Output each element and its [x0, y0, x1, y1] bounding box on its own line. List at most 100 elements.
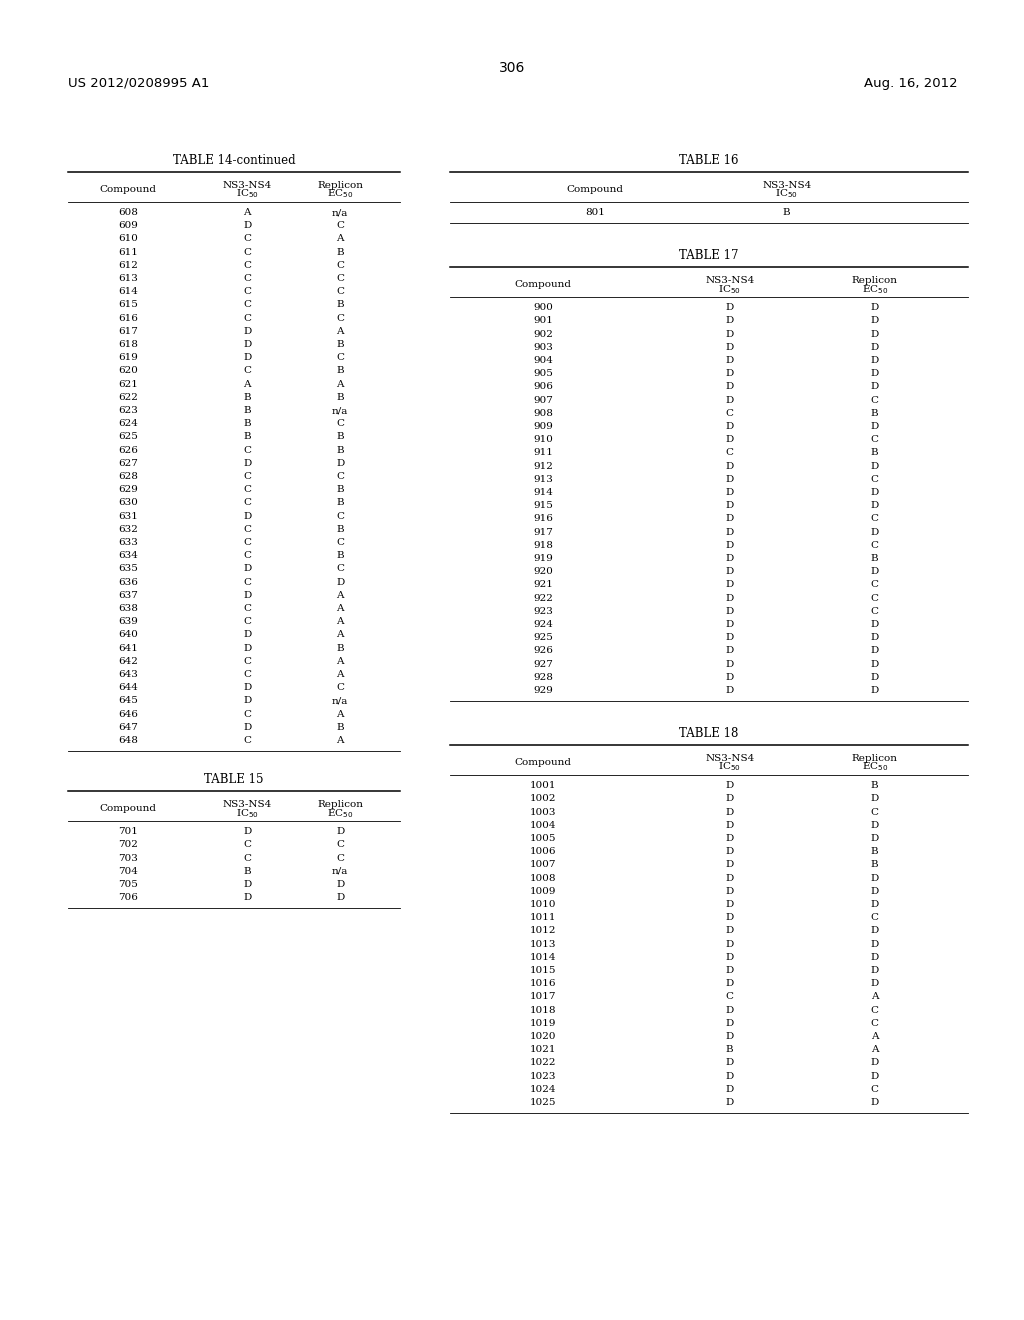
Text: C: C: [244, 275, 251, 282]
Text: D: D: [870, 370, 879, 378]
Text: D: D: [726, 502, 734, 510]
Text: 608: 608: [118, 209, 137, 216]
Text: 923: 923: [534, 607, 553, 616]
Text: D: D: [243, 828, 252, 836]
Text: 918: 918: [534, 541, 553, 549]
Text: Compound: Compound: [99, 804, 157, 813]
Text: D: D: [870, 462, 879, 470]
Text: n/a: n/a: [332, 407, 348, 414]
Text: C: C: [336, 473, 344, 480]
Text: B: B: [244, 433, 251, 441]
Text: D: D: [243, 880, 252, 888]
Text: TABLE 14-continued: TABLE 14-continued: [173, 153, 295, 166]
Text: C: C: [244, 605, 251, 612]
Text: 1018: 1018: [530, 1006, 556, 1015]
Text: 625: 625: [118, 433, 137, 441]
Text: D: D: [726, 1098, 734, 1107]
Text: D: D: [726, 515, 734, 523]
Text: NS3-NS4: NS3-NS4: [706, 754, 755, 763]
Text: C: C: [244, 301, 251, 309]
Text: D: D: [726, 330, 734, 338]
Text: D: D: [726, 673, 734, 682]
Text: C: C: [244, 618, 251, 626]
Text: C: C: [870, 475, 879, 483]
Text: 1021: 1021: [530, 1045, 556, 1055]
Text: 1009: 1009: [530, 887, 556, 896]
Text: C: C: [870, 1085, 879, 1094]
Text: IC$_{50}$: IC$_{50}$: [775, 187, 798, 201]
Text: B: B: [871, 554, 879, 562]
Text: C: C: [244, 657, 251, 665]
Text: 920: 920: [534, 568, 553, 576]
Text: 1010: 1010: [530, 900, 556, 909]
Text: D: D: [336, 578, 344, 586]
Text: A: A: [337, 710, 344, 718]
Text: 704: 704: [118, 867, 137, 875]
Text: 626: 626: [118, 446, 137, 454]
Text: 629: 629: [118, 486, 137, 494]
Text: B: B: [871, 449, 879, 457]
Text: 1003: 1003: [530, 808, 556, 817]
Text: 1023: 1023: [530, 1072, 556, 1081]
Text: 635: 635: [118, 565, 137, 573]
Text: 645: 645: [118, 697, 137, 705]
Text: 631: 631: [118, 512, 137, 520]
Text: D: D: [870, 620, 879, 630]
Text: A: A: [337, 605, 344, 612]
Text: 925: 925: [534, 634, 553, 643]
Text: D: D: [726, 821, 734, 830]
Text: 1011: 1011: [530, 913, 556, 923]
Text: B: B: [337, 486, 344, 494]
Text: D: D: [870, 304, 879, 313]
Text: D: D: [726, 940, 734, 949]
Text: 633: 633: [118, 539, 137, 546]
Text: n/a: n/a: [332, 209, 348, 216]
Text: B: B: [871, 847, 879, 857]
Text: D: D: [870, 528, 879, 536]
Text: 617: 617: [118, 327, 137, 335]
Text: D: D: [726, 370, 734, 378]
Text: B: B: [871, 861, 879, 870]
Text: 911: 911: [534, 449, 553, 457]
Text: 917: 917: [534, 528, 553, 536]
Text: B: B: [244, 867, 251, 875]
Text: C: C: [244, 578, 251, 586]
Text: D: D: [726, 1059, 734, 1068]
Text: 702: 702: [118, 841, 137, 849]
Text: B: B: [337, 341, 344, 348]
Text: n/a: n/a: [332, 697, 348, 705]
Text: C: C: [336, 222, 344, 230]
Text: 912: 912: [534, 462, 553, 470]
Text: C: C: [870, 541, 879, 549]
Text: D: D: [870, 979, 879, 989]
Text: 614: 614: [118, 288, 137, 296]
Text: 1022: 1022: [530, 1059, 556, 1068]
Text: 705: 705: [118, 880, 137, 888]
Text: D: D: [726, 834, 734, 843]
Text: C: C: [336, 539, 344, 546]
Text: 706: 706: [118, 894, 137, 902]
Text: 1002: 1002: [530, 795, 556, 804]
Text: D: D: [870, 940, 879, 949]
Text: 1019: 1019: [530, 1019, 556, 1028]
Text: C: C: [336, 512, 344, 520]
Text: 621: 621: [118, 380, 137, 388]
Text: 901: 901: [534, 317, 553, 326]
Text: C: C: [336, 684, 344, 692]
Text: 701: 701: [118, 828, 137, 836]
Text: C: C: [244, 446, 251, 454]
Text: D: D: [243, 697, 252, 705]
Text: D: D: [243, 459, 252, 467]
Text: C: C: [244, 525, 251, 533]
Text: D: D: [870, 383, 879, 391]
Text: C: C: [244, 314, 251, 322]
Text: C: C: [244, 486, 251, 494]
Text: D: D: [870, 660, 879, 669]
Text: 637: 637: [118, 591, 137, 599]
Text: D: D: [336, 880, 344, 888]
Text: A: A: [337, 657, 344, 665]
Text: D: D: [870, 900, 879, 909]
Text: D: D: [726, 607, 734, 616]
Text: C: C: [244, 737, 251, 744]
Text: B: B: [337, 644, 344, 652]
